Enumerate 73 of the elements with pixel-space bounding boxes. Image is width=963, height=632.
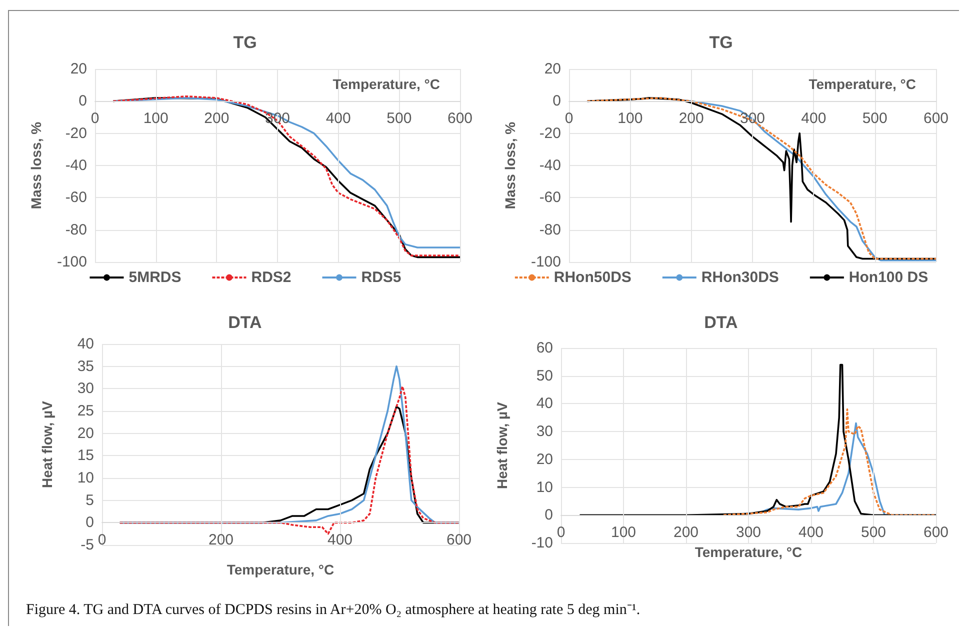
y-axis-title: Heat flow, µV: [494, 401, 510, 489]
x-tick-label: 600: [923, 524, 949, 542]
y-axis-title: Mass loss, %: [28, 121, 44, 210]
legend-label: RDS5: [361, 269, 402, 286]
x-tick-label: 600: [446, 532, 472, 549]
x-tick-label: 0: [564, 110, 574, 128]
legend-label: RDS2: [251, 269, 292, 286]
y-tick-label: 20: [70, 60, 87, 78]
y-tick-label: 40: [536, 395, 553, 412]
y-tick-label: 10: [536, 478, 553, 496]
y-tick-label: 30: [536, 423, 553, 440]
y-tick-label: 15: [77, 447, 94, 464]
x-tick-label: 200: [208, 532, 234, 549]
x-axis-title: Temperature, °C: [226, 562, 334, 578]
x-tick-label: 100: [610, 524, 636, 542]
chart-title: TG: [709, 33, 733, 52]
y-tick-label: 30: [77, 380, 94, 398]
x-tick-label: 100: [143, 110, 168, 128]
line-series: [118, 386, 460, 535]
legend-label: RHon50DS: [554, 269, 632, 286]
x-tick-label: 600: [447, 110, 473, 128]
legend-label: RHon30DS: [701, 269, 779, 286]
x-tick-label: 500: [860, 524, 886, 542]
x-tick-label: 600: [923, 110, 949, 128]
chart-title: DTA: [228, 313, 262, 332]
y-tick-label: 35: [77, 358, 94, 375]
y-tick-label: -40: [65, 157, 87, 174]
x-tick-label: 0: [98, 532, 106, 549]
y-tick-label: -80: [539, 221, 561, 238]
y-tick-label: 20: [544, 60, 561, 78]
y-tick-label: -100: [56, 254, 87, 270]
y-tick-label: -60: [539, 189, 561, 206]
x-tick-label: 400: [798, 524, 824, 542]
chart-title: TG: [233, 33, 257, 52]
x-axis-title: Temperature, °C: [694, 544, 802, 560]
y-tick-label: -20: [539, 124, 561, 142]
y-tick-label: 0: [78, 92, 87, 110]
y-tick-label: -80: [65, 221, 87, 238]
x-tick-label: 200: [678, 110, 704, 128]
x-tick-label: 400: [326, 110, 351, 128]
x-tick-label: 500: [386, 110, 412, 128]
y-tick-label: 60: [536, 340, 553, 356]
x-tick-label: 100: [618, 110, 643, 128]
x-tick-label: 200: [204, 110, 230, 128]
legend-label: 5MRDS: [128, 269, 182, 286]
legend-label: Hon100 DS: [848, 269, 928, 286]
y-tick-label: 20: [536, 450, 553, 468]
y-tick-label: 0: [552, 92, 561, 110]
y-tick-label: 0: [544, 506, 553, 524]
x-tick-label: 400: [801, 110, 826, 128]
chart-title: DTA: [704, 313, 738, 332]
y-tick-label: 50: [536, 367, 553, 384]
y-tick-label: -5: [80, 536, 94, 554]
y-tick-label: -40: [539, 157, 561, 174]
y-tick-label: 25: [77, 402, 94, 420]
y-tick-label: -60: [65, 189, 87, 206]
x-tick-label: 500: [862, 110, 888, 128]
y-tick-label: -100: [530, 254, 561, 270]
y-tick-label: -10: [531, 534, 553, 552]
x-axis-title: Temperature, °C: [808, 76, 916, 92]
y-tick-label: 40: [77, 336, 94, 352]
y-axis-title: Mass loss, %: [502, 121, 518, 210]
line-series: [578, 364, 937, 516]
x-tick-label: 400: [327, 532, 353, 549]
caption: Figure 4. TG and DTA curves of DCPDS resins in Ar+20% O₂ atmosphere at heating rate 5 deg min⁻¹.: [26, 601, 640, 619]
y-axis-title: Heat flow, µV: [39, 400, 55, 488]
y-tick-label: 20: [77, 424, 94, 442]
x-axis-title: Temperature, °C: [332, 76, 440, 92]
y-tick-label: 10: [77, 470, 94, 486]
x-tick-label: 300: [736, 524, 762, 542]
y-tick-label: 5: [86, 492, 94, 509]
y-tick-label: -20: [65, 124, 87, 142]
x-tick-label: 200: [673, 524, 699, 542]
